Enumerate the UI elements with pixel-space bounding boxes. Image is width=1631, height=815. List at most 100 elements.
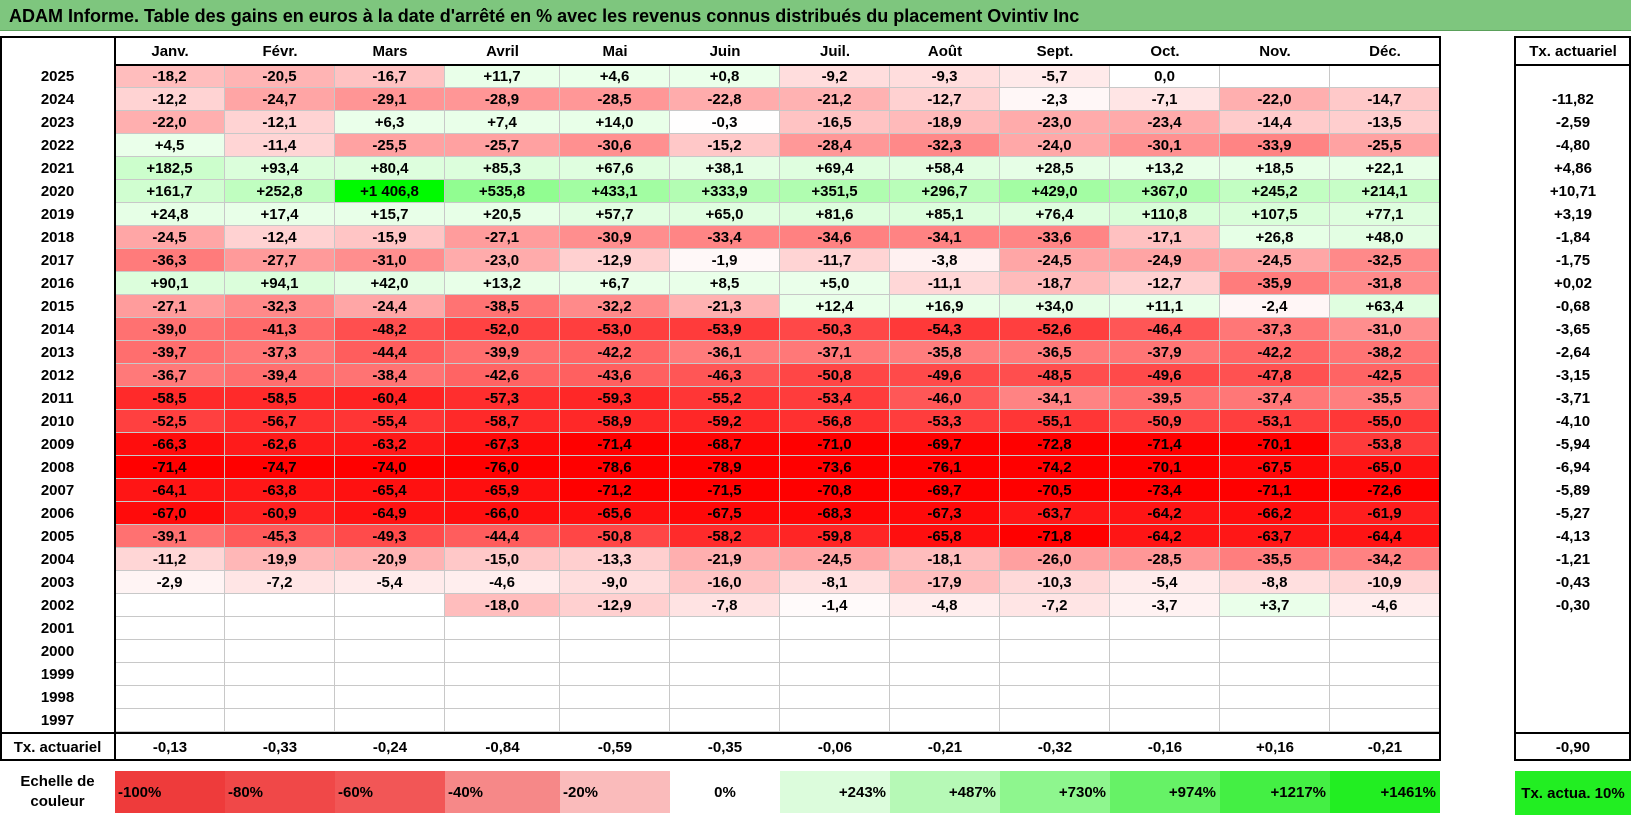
table-cell: -10,3 [1000,571,1110,594]
table-cell [445,686,560,709]
row-tx-actuariel [1515,686,1631,709]
table-cell: -70,5 [1000,479,1110,502]
row-tx-actuariel: -1,21 [1555,551,1591,568]
table-cell: -71,2 [560,479,670,502]
month-header: Mars [372,43,408,60]
legend-swatch: +730% [1000,771,1110,813]
table-cell: +48,0 [1330,226,1440,249]
month-header: Juin [709,43,741,60]
table-cell: -39,4 [225,364,335,387]
table-cell: -71,8 [1000,525,1110,548]
year-label: 2016 [40,275,75,292]
month-header: Mai [602,43,628,60]
year-label: 2021 [40,160,75,177]
table-cell: -3,8 [890,249,1000,272]
table-cell [670,617,780,640]
table-cell: -67,0 [115,502,225,525]
year-label: 2019 [40,206,75,223]
table-cell: -52,0 [445,318,560,341]
table-cell [780,686,890,709]
table-cell: -13,5 [1330,111,1440,134]
table-cell [560,663,670,686]
table-cell [1110,640,1220,663]
table-cell [780,617,890,640]
table-cell: +34,0 [1000,295,1110,318]
table-cell: -36,7 [115,364,225,387]
table-cell [1330,617,1440,640]
table-cell: +11,7 [445,65,560,88]
footer-value: -0,59 [597,738,633,756]
legend-swatch: +243% [780,771,890,813]
row-tx-actuariel: -0,30 [1555,597,1591,614]
row-tx-actuariel: -5,94 [1555,436,1591,453]
table-cell [890,640,1000,663]
year-label: 2023 [40,114,75,131]
table-cell: +161,7 [115,180,225,203]
table-cell: -28,5 [1110,548,1220,571]
legend-swatch: +1461% [1330,771,1440,813]
table-cell [1000,686,1110,709]
table-cell: +0,8 [670,65,780,88]
table-cell: -32,3 [890,134,1000,157]
table-cell: -3,7 [1110,594,1220,617]
year-label: 2006 [40,505,75,522]
table-cell: -34,6 [780,226,890,249]
table-cell: -21,9 [670,548,780,571]
table-cell [115,709,225,732]
table-cell: -56,8 [780,410,890,433]
table-cell [1330,709,1440,732]
table-cell: -28,9 [445,88,560,111]
table-cell [890,663,1000,686]
table-cell: -37,3 [1220,318,1330,341]
table-cell: -67,5 [1220,456,1330,479]
table-cell: +3,7 [1220,594,1330,617]
table-cell: +76,4 [1000,203,1110,226]
table-cell: -67,5 [670,502,780,525]
table-cell: +85,3 [445,157,560,180]
table-cell: -12,9 [560,594,670,617]
table-cell: +6,3 [335,111,445,134]
row-tx-actuariel: -3,15 [1555,367,1591,384]
table-cell: +57,7 [560,203,670,226]
table-cell: -39,0 [115,318,225,341]
table-cell: -71,0 [780,433,890,456]
table-cell: +94,1 [225,272,335,295]
year-label: 1998 [40,689,75,706]
table-cell: +110,8 [1110,203,1220,226]
table-cell: -7,1 [1110,88,1220,111]
table-cell: -24,5 [1220,249,1330,272]
table-cell: -12,7 [1110,272,1220,295]
table-cell: -44,4 [445,525,560,548]
table-cell: -24,0 [1000,134,1110,157]
table-cell: +11,1 [1110,295,1220,318]
table-cell: -18,1 [890,548,1000,571]
legend-label: Echelle de couleur [20,773,95,810]
table-cell: +15,7 [335,203,445,226]
table-cell: -25,5 [1330,134,1440,157]
table-cell: -38,2 [1330,341,1440,364]
table-cell: -12,1 [225,111,335,134]
table-cell: -50,3 [780,318,890,341]
year-label: 2004 [40,551,75,568]
table-cell: -78,6 [560,456,670,479]
legend-swatch: +487% [890,771,1000,813]
table-cell: +107,5 [1220,203,1330,226]
table-cell [225,617,335,640]
table-cell: -22,8 [670,88,780,111]
row-tx-actuariel: -3,65 [1555,321,1591,338]
table-cell: -59,8 [780,525,890,548]
month-header: Janv. [151,43,189,60]
table-cell: -64,1 [115,479,225,502]
legend-swatch: +1217% [1220,771,1330,813]
year-label: 2022 [40,137,75,154]
table-cell: +77,1 [1330,203,1440,226]
table-cell: -32,2 [560,295,670,318]
table-cell: -37,4 [1220,387,1330,410]
table-cell: -38,4 [335,364,445,387]
row-tx-actuariel: -1,75 [1555,252,1591,269]
table-cell: -30,6 [560,134,670,157]
table-cell: -45,3 [225,525,335,548]
table-cell: -15,0 [445,548,560,571]
year-label: 2003 [40,574,75,591]
table-cell: -27,1 [445,226,560,249]
